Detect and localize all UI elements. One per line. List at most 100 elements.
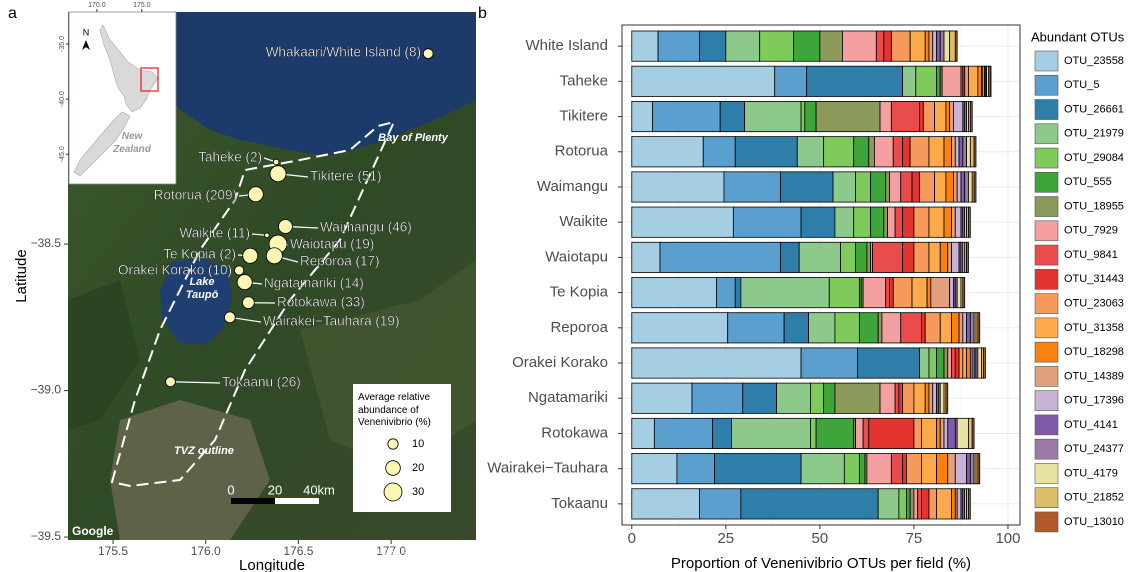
scale-label: 0 bbox=[227, 482, 234, 497]
bar-segment bbox=[936, 418, 940, 448]
legend-key bbox=[1035, 342, 1058, 362]
site-point bbox=[273, 159, 279, 165]
bar-segment bbox=[869, 418, 914, 448]
page: a175.5176.0176.5177.0−38.5−39.0−39.5Long… bbox=[0, 0, 1133, 572]
bar-segment bbox=[878, 313, 882, 343]
bar-segment bbox=[901, 313, 922, 343]
bar-segment bbox=[859, 454, 865, 484]
bar-segment bbox=[929, 137, 944, 167]
bar-segment bbox=[968, 418, 972, 448]
bar-segment bbox=[856, 242, 867, 272]
bar-segment bbox=[720, 101, 744, 131]
bar-segment bbox=[891, 31, 910, 61]
bar-segment bbox=[967, 313, 971, 343]
bar-segment bbox=[841, 242, 856, 272]
legend-label: OTU_18955 bbox=[1064, 200, 1124, 212]
bar-segment bbox=[632, 207, 734, 237]
bar-segment bbox=[692, 383, 743, 413]
site-point bbox=[224, 312, 235, 323]
y-tick-label: −38.5 bbox=[31, 236, 62, 250]
bar-segment bbox=[632, 348, 801, 378]
bar-segment bbox=[884, 31, 892, 61]
bar-segment bbox=[920, 101, 924, 131]
legend-key bbox=[1035, 415, 1058, 435]
bar-segment bbox=[801, 348, 857, 378]
bar-segment bbox=[820, 31, 843, 61]
bar-segment bbox=[871, 207, 884, 237]
bar-segment bbox=[857, 348, 919, 378]
size-legend-key bbox=[384, 483, 402, 501]
legend-key bbox=[1035, 75, 1058, 95]
panel-label: a bbox=[8, 5, 17, 22]
inset-x-tick-label: 170.0 bbox=[88, 2, 106, 9]
bar-segment bbox=[950, 31, 956, 61]
size-legend-label: 10 bbox=[412, 438, 424, 450]
bar-segment bbox=[726, 31, 760, 61]
bar-segment bbox=[925, 383, 929, 413]
bar-segment bbox=[856, 418, 864, 448]
legend-key bbox=[1035, 245, 1058, 265]
bar-segment bbox=[955, 31, 957, 61]
bar-segment bbox=[903, 207, 914, 237]
legend-label: OTU_18298 bbox=[1064, 346, 1124, 358]
scale-bar bbox=[231, 498, 275, 504]
y-tick-label: Waikite bbox=[559, 213, 608, 230]
y-tick-label: Tikitere bbox=[559, 108, 608, 125]
bar-segment bbox=[882, 313, 901, 343]
legend-key bbox=[1035, 512, 1058, 532]
bar-segment bbox=[801, 101, 805, 131]
legend-key bbox=[1035, 463, 1058, 483]
inset-y-tick-label: -40.0 bbox=[59, 91, 66, 107]
bar-segment bbox=[632, 31, 658, 61]
bar-segment bbox=[925, 31, 929, 61]
bar-segment bbox=[854, 137, 869, 167]
bar-segment bbox=[780, 242, 799, 272]
legend-label: OTU_7929 bbox=[1064, 225, 1118, 237]
bar-segment bbox=[632, 277, 717, 307]
bar-segment bbox=[775, 66, 807, 96]
size-legend-key bbox=[388, 439, 398, 449]
bar-segment bbox=[745, 101, 801, 131]
bar-segment bbox=[777, 383, 811, 413]
y-tick-label: Waimangu bbox=[537, 178, 608, 195]
bar-segment bbox=[867, 454, 891, 484]
bar-segment bbox=[891, 454, 902, 484]
legend-key bbox=[1035, 100, 1058, 120]
bar-segment bbox=[816, 418, 854, 448]
bar-segment bbox=[903, 66, 916, 96]
bar-segment bbox=[731, 418, 810, 448]
bar-segment bbox=[921, 418, 936, 448]
bar-segment bbox=[940, 31, 944, 61]
attribution: Google bbox=[72, 524, 114, 538]
bar-segment bbox=[963, 137, 967, 167]
site-label: Whakaari/White Island (8) bbox=[266, 45, 421, 60]
bar-segment bbox=[936, 66, 940, 96]
bar-segment bbox=[929, 489, 937, 519]
bar-segment bbox=[799, 242, 840, 272]
legend-label: OTU_21979 bbox=[1064, 128, 1124, 140]
y-tick-label: −39.0 bbox=[31, 383, 62, 397]
bar-segment bbox=[632, 101, 653, 131]
bar-segment bbox=[963, 313, 967, 343]
site-point bbox=[423, 49, 433, 59]
bar-segment bbox=[935, 172, 946, 202]
bar-segment bbox=[950, 277, 954, 307]
x-tick-label: 25 bbox=[717, 530, 734, 547]
legend-label: OTU_31443 bbox=[1064, 273, 1124, 285]
bar-segment bbox=[952, 313, 960, 343]
bar-segment bbox=[955, 454, 966, 484]
bar-segment bbox=[809, 313, 835, 343]
y-tick-label: Taheke bbox=[560, 72, 608, 89]
bar-segment bbox=[967, 454, 971, 484]
bar-segment bbox=[632, 242, 660, 272]
bar-segment bbox=[632, 454, 677, 484]
bar-segment bbox=[974, 137, 976, 167]
bar-segment bbox=[741, 277, 829, 307]
bar-segment bbox=[699, 31, 725, 61]
legend-label: OTU_21852 bbox=[1064, 492, 1124, 504]
legend-key bbox=[1035, 172, 1058, 192]
bar-segment bbox=[856, 172, 871, 202]
legend-label: OTU_26661 bbox=[1064, 103, 1124, 115]
site-label: Reporoa (17) bbox=[300, 254, 380, 269]
bar-segment bbox=[878, 489, 899, 519]
